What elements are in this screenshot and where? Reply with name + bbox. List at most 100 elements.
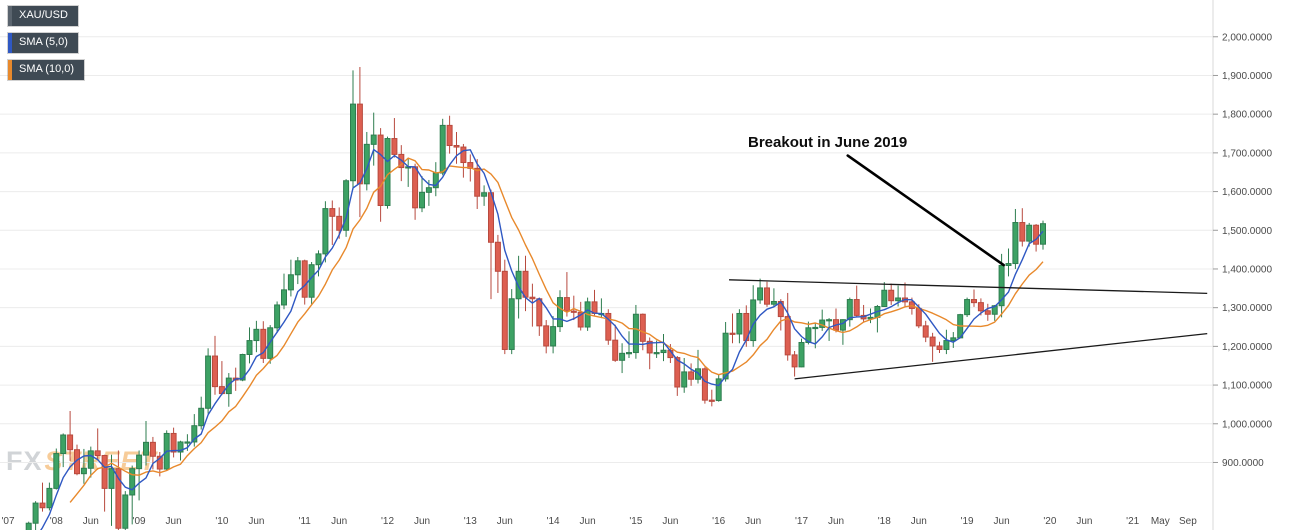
candle-up bbox=[626, 352, 632, 355]
candle-down bbox=[888, 289, 895, 302]
candle-up bbox=[274, 304, 281, 329]
candle-down bbox=[929, 336, 936, 347]
candle-up bbox=[143, 441, 149, 456]
y-tick-label: 1,600.0000 bbox=[1222, 187, 1272, 198]
x-tick-label: '13 bbox=[464, 516, 477, 527]
y-tick-label: 1,300.0000 bbox=[1222, 303, 1272, 314]
candle-down bbox=[446, 124, 453, 147]
candle-up bbox=[839, 319, 846, 331]
candle-down bbox=[729, 332, 736, 335]
candle-down bbox=[764, 287, 770, 305]
legend-item-sma5[interactable]: SMA (5,0) bbox=[8, 33, 78, 53]
candle-up bbox=[964, 299, 971, 316]
breakout-annotation-label: Breakout in June 2019 bbox=[748, 134, 908, 151]
candle-up bbox=[239, 353, 246, 381]
legend-item-symbol[interactable]: XAU/USD bbox=[8, 6, 78, 26]
candle-up bbox=[826, 319, 833, 322]
sma5-label: SMA (5,0) bbox=[19, 36, 68, 48]
candle-up bbox=[350, 103, 356, 182]
candle-down bbox=[149, 441, 156, 457]
candle-up bbox=[46, 487, 53, 509]
candle-up bbox=[550, 326, 557, 347]
candle-up bbox=[425, 187, 432, 193]
candle-down bbox=[336, 215, 343, 231]
x-tick-label: '17 bbox=[795, 516, 808, 527]
candle-down bbox=[212, 355, 218, 388]
candle-up bbox=[322, 208, 329, 255]
candle-up bbox=[108, 468, 115, 489]
candle-down bbox=[791, 354, 798, 368]
x-tick-label: Jun bbox=[497, 516, 513, 527]
y-tick-label: 1,800.0000 bbox=[1222, 110, 1272, 121]
trendline bbox=[794, 332, 1208, 380]
candle-up bbox=[1026, 224, 1033, 242]
candle-up bbox=[308, 264, 315, 298]
candle-down bbox=[412, 166, 419, 209]
x-tick-label: Jun bbox=[994, 516, 1010, 527]
candle-down bbox=[536, 298, 543, 327]
candle-down bbox=[570, 310, 577, 313]
y-tick-label: 1,100.0000 bbox=[1222, 381, 1272, 392]
candle-down bbox=[639, 313, 646, 342]
candle-up bbox=[60, 434, 67, 455]
sma10-line bbox=[69, 157, 1044, 503]
candle-up bbox=[384, 138, 391, 206]
x-tick-label: '20 bbox=[1043, 516, 1056, 527]
candle-down bbox=[563, 297, 570, 312]
y-tick-label: 1,500.0000 bbox=[1222, 226, 1272, 237]
candle-down bbox=[577, 311, 584, 328]
candle-up bbox=[770, 300, 777, 305]
candle-up bbox=[943, 340, 950, 350]
candle-up bbox=[660, 349, 667, 354]
candle-down bbox=[391, 138, 398, 155]
candle-up bbox=[80, 467, 87, 475]
candle-up bbox=[122, 494, 129, 529]
candle-up bbox=[419, 191, 425, 209]
candle-down bbox=[494, 241, 501, 272]
candle-down bbox=[936, 345, 943, 350]
candle-up bbox=[294, 260, 301, 276]
candle-up bbox=[722, 332, 729, 380]
x-tick-label: '16 bbox=[712, 516, 725, 527]
candle-down bbox=[460, 146, 467, 164]
candle-down bbox=[329, 208, 336, 217]
watermark-fx-text: FX bbox=[6, 446, 43, 476]
candle-down bbox=[453, 145, 460, 148]
candle-down bbox=[67, 434, 74, 451]
x-tick-label: Jun bbox=[414, 516, 430, 527]
x-tick-label: Jun bbox=[580, 516, 596, 527]
legend-item-sma10[interactable]: SMA (10,0) bbox=[8, 60, 85, 80]
candle-down bbox=[543, 325, 550, 347]
y-tick-label: 1,400.0000 bbox=[1222, 264, 1272, 275]
candle-down bbox=[971, 299, 977, 304]
candle-up bbox=[225, 377, 232, 395]
candle-up bbox=[557, 297, 563, 328]
x-tick-label: Sep bbox=[1179, 516, 1197, 527]
x-tick-label: '14 bbox=[547, 516, 560, 527]
x-tick-label: Jun bbox=[83, 516, 99, 527]
candle-up bbox=[253, 328, 260, 342]
candle-down bbox=[1033, 224, 1040, 245]
candle-down bbox=[377, 134, 384, 206]
candle-down bbox=[646, 340, 653, 354]
candle-down bbox=[915, 307, 922, 327]
x-tick-label: Jun bbox=[1076, 516, 1092, 527]
candle-up bbox=[881, 289, 888, 308]
candle-down bbox=[922, 325, 929, 338]
candle-up bbox=[129, 468, 136, 496]
y-tick-label: 2,000.0000 bbox=[1222, 32, 1272, 43]
candle-up bbox=[1005, 263, 1012, 266]
candle-up bbox=[632, 313, 639, 354]
candle-down bbox=[156, 455, 163, 470]
sma10-label: SMA (10,0) bbox=[19, 63, 75, 75]
x-tick-label: Jun bbox=[662, 516, 678, 527]
candle-down bbox=[977, 302, 984, 312]
candle-up bbox=[681, 371, 688, 388]
x-tick-label: '18 bbox=[878, 516, 891, 527]
candle-up bbox=[191, 425, 198, 443]
y-tick-label: 1,700.0000 bbox=[1222, 148, 1272, 159]
x-tick-label: Jun bbox=[248, 516, 264, 527]
candle-up bbox=[205, 355, 212, 409]
